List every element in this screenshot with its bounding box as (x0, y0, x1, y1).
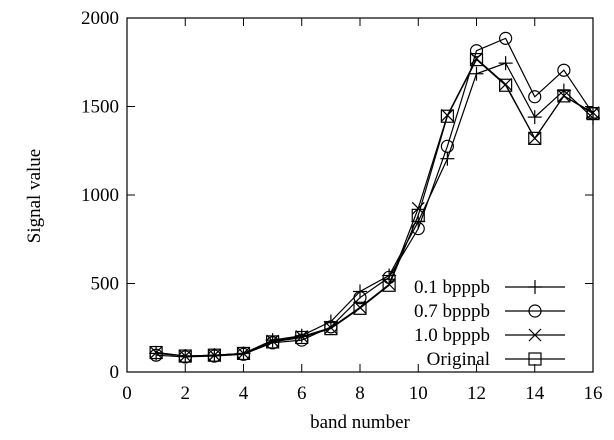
data-point (266, 335, 280, 349)
data-point (499, 31, 513, 45)
series-line (156, 62, 594, 357)
y-tick-label: 500 (91, 274, 120, 295)
plot-border (126, 17, 594, 373)
data-point (586, 106, 600, 121)
x-axis: 0 2 4 6 8 10 12 14 16 (122, 18, 603, 404)
data-point (440, 139, 454, 153)
series-circle (149, 31, 600, 364)
legend-label: 0.1 bpppb (414, 277, 490, 298)
legend-marker (528, 304, 542, 318)
x-tick-label: 0 (122, 383, 132, 404)
data-point (149, 345, 163, 360)
x-tick-label: 16 (584, 383, 603, 404)
y-tick-label: 1500 (81, 97, 119, 118)
data-point (469, 52, 484, 67)
legend-label: 0.7 bpppb (414, 301, 490, 322)
y-tick-label: 1000 (81, 185, 119, 206)
x-axis-label: band number (310, 412, 410, 433)
data-point (266, 334, 280, 348)
legend-item: Original (427, 349, 565, 370)
x-tick-label: 2 (181, 383, 191, 404)
legend-marker (528, 352, 542, 366)
data-point (469, 44, 484, 58)
legend: 0.1 bpppb 0.7 bpppb 1.0 bpppb Original (414, 277, 565, 370)
x-tick-label: 14 (525, 383, 545, 404)
y-tick-label: 2000 (81, 8, 119, 29)
x-tick-label: 8 (355, 383, 365, 404)
data-point (295, 330, 309, 344)
data-point (236, 346, 251, 361)
data-point (557, 63, 571, 77)
data-point (353, 301, 367, 315)
data-point (207, 348, 221, 362)
legend-marker (528, 328, 542, 342)
data-point (499, 77, 513, 91)
data-point (353, 291, 367, 305)
data-point (528, 90, 542, 104)
legend-label: Original (427, 349, 490, 370)
data-point (586, 106, 600, 120)
x-tick-label: 12 (467, 383, 486, 404)
series-square (149, 52, 600, 363)
data-point (440, 109, 454, 123)
data-point (528, 131, 542, 145)
y-axis-label: Signal value (24, 149, 45, 243)
series-line (156, 37, 594, 358)
legend-marker (528, 280, 542, 294)
y-tick-label: 0 (110, 362, 120, 383)
plot-frame (126, 17, 594, 373)
x-tick-label: 4 (239, 383, 249, 404)
data-point (557, 89, 571, 103)
data-point (295, 330, 309, 345)
series-layer (149, 31, 600, 364)
y-axis: 0 500 1000 1500 2000 (81, 8, 593, 383)
data-point (324, 321, 338, 335)
x-tick-label: 10 (409, 383, 428, 404)
data-point (498, 56, 513, 71)
data-point (382, 278, 396, 292)
data-point (178, 349, 192, 363)
legend-item: 0.7 bpppb (414, 301, 565, 322)
legend-item: 1.0 bpppb (414, 325, 565, 346)
data-point (527, 110, 542, 125)
data-point (499, 78, 513, 92)
data-point (411, 208, 425, 222)
data-point (411, 201, 425, 215)
series-line (156, 58, 594, 357)
x-tick-label: 6 (297, 383, 307, 404)
legend-label: 1.0 bpppb (414, 325, 490, 346)
legend-item: 0.1 bpppb (414, 277, 565, 298)
data-point (469, 66, 484, 81)
data-point (324, 322, 338, 336)
